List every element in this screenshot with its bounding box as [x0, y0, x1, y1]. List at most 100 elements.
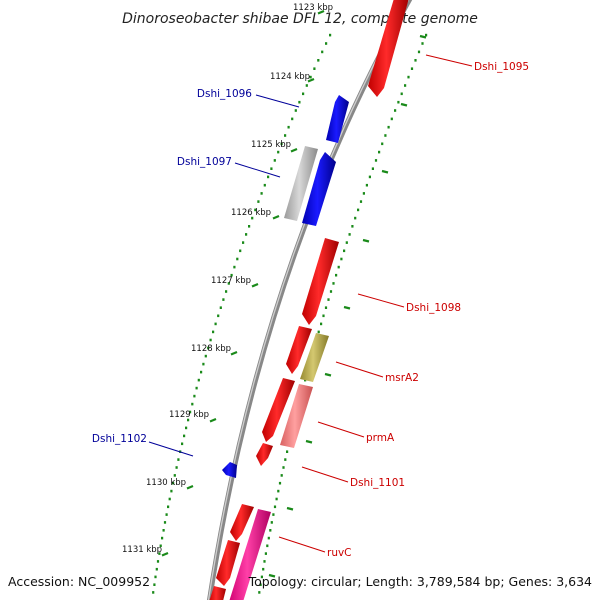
genome-summary-text: Topology: circular; Length: 3,789,584 bp… — [248, 574, 592, 589]
gene-ruvc[interactable] — [228, 509, 271, 600]
label-dshi-1097[interactable]: Dshi_1097 — [177, 156, 232, 168]
gene-dshi-1102[interactable] — [222, 462, 237, 478]
outer-ring-dot — [351, 225, 354, 228]
kbp-tick-mark — [186, 484, 194, 490]
gene-labels: Dshi_1095 Dshi_1096 Dshi_1097 Dshi_1098 … — [92, 61, 529, 559]
gene-red-3[interactable] — [230, 504, 254, 541]
outer-ring-dot — [286, 450, 289, 453]
outer-ring-dot — [282, 466, 285, 469]
inner-ring-dot — [183, 434, 186, 438]
outer-ring-dot — [414, 59, 417, 62]
inner-ring-dot — [202, 362, 205, 366]
label-prma[interactable]: prmA — [366, 432, 395, 444]
outer-ring-dot — [362, 192, 365, 195]
outer-ring-dot — [270, 521, 273, 524]
kbp-tick-label: 1125 kbp — [251, 140, 291, 150]
outer-ring-dot — [267, 536, 270, 540]
outer-ring-dot — [365, 183, 368, 187]
gene-dshi-1098[interactable] — [302, 238, 339, 325]
outer-tick-mark — [324, 372, 332, 377]
inner-ring-dot — [212, 330, 215, 334]
outer-ring-dot — [273, 505, 277, 509]
inner-ring-dot — [175, 466, 178, 469]
kbp-tick-label: 1129 kbp — [169, 410, 209, 420]
label-msra2[interactable]: msrA2 — [385, 372, 419, 384]
inner-ring-dot — [162, 529, 165, 532]
gene-msra2[interactable] — [300, 333, 329, 382]
inner-ring-dot — [165, 513, 168, 516]
inner-ring-dot — [204, 354, 207, 358]
genome-backbone — [207, 0, 413, 600]
outer-ring-dot — [371, 167, 374, 170]
gene-red-1[interactable] — [286, 326, 312, 374]
inner-ring-dot — [158, 552, 161, 555]
outer-ring-dot — [284, 458, 287, 461]
kbp-tick-mark — [251, 282, 259, 288]
outer-tick-mark — [400, 102, 408, 107]
inner-ring-dot — [302, 92, 305, 96]
outer-ring-dot — [264, 552, 267, 555]
inner-ring-dot — [189, 410, 192, 414]
outer-ring-dot — [410, 67, 414, 70]
outer-ring-dot — [354, 216, 357, 220]
inner-ring-dot — [287, 125, 290, 129]
label-dshi-1101[interactable]: Dshi_1101 — [350, 477, 405, 489]
label-dshi-1095[interactable]: Dshi_1095 — [474, 61, 529, 73]
inner-ring-dot — [254, 208, 257, 212]
map-title: Dinoroseobacter shibae DFL 12, complete … — [122, 11, 478, 27]
inner-ring-dot — [309, 75, 312, 79]
gene-prma[interactable] — [280, 384, 313, 448]
inner-ring-dot — [317, 59, 320, 62]
inner-ring-dot — [273, 159, 276, 162]
gene-red-4[interactable] — [216, 540, 240, 586]
gene-red-2[interactable] — [262, 378, 295, 442]
outer-ring-dot — [407, 75, 410, 79]
kbp-tick-label: 1126 kbp — [231, 208, 271, 218]
inner-ring-dot — [277, 150, 280, 154]
inner-ring-dot — [173, 474, 176, 477]
inner-ring-dot — [239, 249, 242, 253]
gene-dshi-1096[interactable] — [326, 95, 349, 143]
inner-ring-dot — [298, 100, 301, 104]
outer-ring-dot — [384, 134, 387, 137]
outer-ring-dot — [266, 544, 269, 548]
inner-ring-dot — [325, 42, 328, 45]
outer-ring-dot — [258, 591, 261, 594]
inner-ring-dot — [187, 418, 190, 422]
outer-ring-dot — [359, 200, 363, 203]
gene-dshi-1095[interactable] — [368, 0, 409, 97]
outer-ring-dot — [329, 290, 333, 293]
kbp-tick-mark — [307, 77, 315, 83]
kbp-tick-mark — [209, 417, 217, 423]
inner-ring-dot — [313, 67, 316, 70]
gene-dshi-1097[interactable] — [302, 152, 336, 226]
outer-ring-dot — [262, 567, 265, 571]
inner-ring-dot — [177, 458, 180, 461]
outer-tick-mark — [305, 439, 313, 444]
outer-ring-dot — [425, 33, 428, 37]
inner-ring-dot — [181, 442, 184, 446]
outer-tick-mark — [419, 34, 427, 39]
inner-ring-dot — [159, 544, 162, 548]
outer-ring-dot — [343, 249, 346, 253]
inner-ring-dot — [214, 322, 217, 326]
outer-ring-dot — [260, 575, 263, 579]
gene-dshi-1101[interactable] — [256, 443, 273, 466]
outer-ring-dot — [390, 117, 393, 121]
kbp-tick-mark — [272, 214, 280, 220]
label-ruvc[interactable]: ruvC — [327, 547, 352, 559]
label-dshi-1102[interactable]: Dshi_1102 — [92, 433, 147, 445]
accession-text: Accession: NC_009952 — [8, 574, 150, 589]
outer-ring-dot — [368, 175, 371, 179]
gene-gray-feature[interactable] — [284, 146, 318, 221]
label-dshi-1096[interactable]: Dshi_1096 — [197, 88, 252, 100]
label-dshi-1098[interactable]: Dshi_1098 — [406, 302, 461, 314]
outer-ring-dot — [317, 330, 320, 334]
inner-ring-dot — [260, 192, 263, 195]
inner-ring-dot — [185, 426, 188, 430]
outer-ring-dot — [345, 241, 348, 244]
inner-ring-dot — [280, 142, 283, 146]
gene-red-5[interactable] — [208, 586, 226, 600]
outer-ring-dot — [340, 257, 343, 261]
